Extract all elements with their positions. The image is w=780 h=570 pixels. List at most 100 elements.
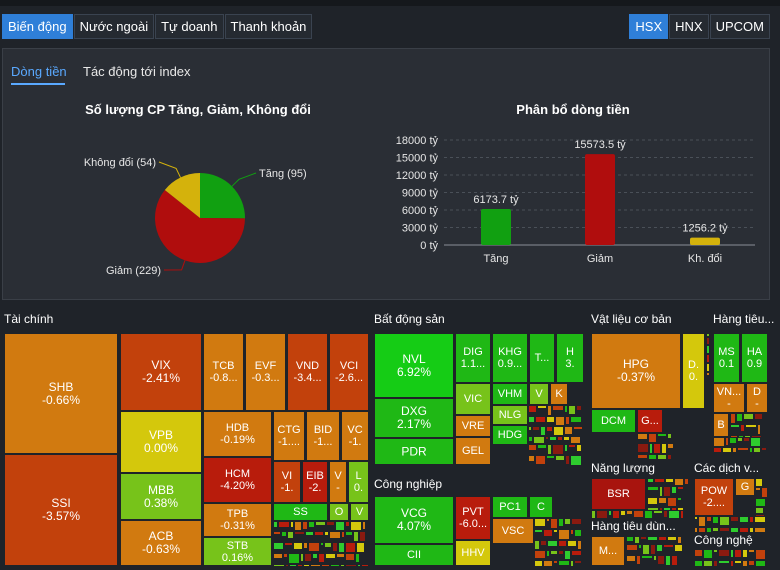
small-stock-tile[interactable] — [303, 542, 308, 549]
stock-cell-v2[interactable]: V — [350, 503, 369, 521]
small-stock-tile[interactable] — [553, 426, 564, 436]
small-stock-tile[interactable] — [534, 560, 543, 566]
small-stock-tile[interactable] — [549, 436, 557, 441]
small-stock-tile[interactable] — [547, 405, 552, 416]
small-stock-tile[interactable] — [671, 507, 677, 510]
small-stock-tile[interactable] — [653, 510, 663, 514]
small-stock-tile[interactable] — [540, 540, 547, 546]
stock-cell-ms[interactable]: MS 0.1 — [713, 333, 740, 383]
small-stock-tile[interactable] — [552, 444, 564, 455]
small-stock-tile[interactable] — [353, 531, 359, 542]
small-stock-tile[interactable] — [663, 510, 668, 518]
small-stock-tile[interactable] — [528, 426, 532, 431]
small-stock-tile[interactable] — [297, 564, 303, 566]
small-stock-tile[interactable] — [357, 564, 361, 566]
stock-cell-g2[interactable]: G — [735, 478, 755, 496]
small-stock-tile[interactable] — [300, 553, 304, 562]
small-stock-tile[interactable] — [552, 405, 564, 411]
stock-cell-vre[interactable]: VRE — [455, 415, 491, 437]
stock-cell-hdg[interactable]: HDG — [492, 425, 528, 445]
small-stock-tile[interactable] — [706, 372, 710, 376]
small-stock-tile[interactable] — [283, 553, 288, 558]
small-stock-tile[interactable] — [338, 542, 345, 553]
small-stock-tile[interactable] — [308, 521, 315, 528]
small-stock-tile[interactable] — [706, 354, 710, 363]
small-stock-tile[interactable] — [654, 478, 665, 483]
small-stock-tile[interactable] — [568, 405, 576, 415]
small-stock-tile[interactable] — [674, 478, 684, 486]
subtab-tac-dong[interactable]: Tác động tới index — [83, 64, 191, 79]
small-stock-tile[interactable] — [547, 540, 558, 547]
small-stock-tile[interactable] — [557, 436, 563, 441]
small-stock-tile[interactable] — [325, 553, 336, 559]
stock-cell-d2[interactable]: D- — [746, 383, 768, 413]
small-stock-tile[interactable] — [677, 507, 684, 510]
small-stock-tile[interactable] — [749, 447, 753, 452]
stock-cell-hcm[interactable]: HCM -4.20% — [203, 457, 272, 503]
small-stock-tile[interactable] — [574, 560, 582, 564]
stock-cell-ctg[interactable]: CTG -1.... — [273, 411, 305, 461]
stock-cell-hhv[interactable]: HHV — [455, 540, 491, 566]
small-stock-tile[interactable] — [546, 426, 553, 432]
small-stock-tile[interactable] — [663, 486, 671, 497]
small-stock-tile[interactable] — [706, 337, 710, 345]
small-stock-tile[interactable] — [674, 544, 683, 552]
bar-1[interactable] — [585, 154, 615, 245]
stock-cell-hpg[interactable]: HPG -0.37% — [591, 333, 681, 409]
small-stock-tile[interactable] — [744, 435, 751, 437]
small-stock-tile[interactable] — [637, 443, 649, 453]
small-stock-tile[interactable] — [640, 536, 647, 540]
small-stock-tile[interactable] — [362, 521, 366, 530]
small-stock-tile[interactable] — [528, 416, 535, 423]
small-stock-tile[interactable] — [303, 564, 310, 566]
small-stock-tile[interactable] — [555, 416, 565, 426]
small-stock-tile[interactable] — [667, 497, 677, 507]
small-stock-tile[interactable] — [671, 555, 678, 566]
small-stock-tile[interactable] — [596, 510, 608, 518]
small-stock-tile[interactable] — [755, 549, 766, 560]
stock-cell-ha[interactable]: HA 0.9 — [741, 333, 768, 383]
small-stock-tile[interactable] — [558, 540, 567, 547]
small-stock-tile[interactable] — [739, 527, 749, 532]
small-stock-tile[interactable] — [345, 521, 350, 527]
stock-cell-m[interactable]: M... — [591, 536, 625, 566]
small-stock-tile[interactable] — [534, 540, 540, 550]
small-stock-tile[interactable] — [647, 478, 654, 483]
small-stock-tile[interactable] — [712, 527, 719, 532]
bar-0[interactable] — [481, 208, 511, 245]
small-stock-tile[interactable] — [535, 455, 546, 465]
stock-cell-vsc[interactable]: VSC — [492, 518, 534, 544]
small-stock-tile[interactable] — [546, 455, 555, 459]
small-stock-tile[interactable] — [294, 531, 305, 535]
small-stock-tile[interactable] — [341, 531, 345, 538]
small-stock-tile[interactable] — [644, 510, 653, 518]
stock-cell-cii[interactable]: CII — [374, 544, 454, 566]
small-stock-tile[interactable] — [755, 514, 765, 516]
small-stock-tile[interactable] — [668, 510, 680, 518]
small-stock-tile[interactable] — [648, 433, 657, 443]
small-stock-tile[interactable] — [658, 497, 667, 504]
small-stock-tile[interactable] — [738, 435, 744, 437]
small-stock-tile[interactable] — [310, 564, 321, 566]
stock-cell-vc[interactable]: VC -1. — [341, 411, 369, 461]
stock-cell-hdb[interactable]: HDB -0.19% — [203, 411, 272, 457]
small-stock-tile[interactable] — [533, 436, 545, 444]
small-stock-tile[interactable] — [706, 527, 712, 532]
small-stock-tile[interactable] — [345, 553, 355, 561]
stock-cell-shb[interactable]: SHB -0.66% — [4, 333, 118, 454]
stock-cell-vn[interactable]: VN... - — [713, 383, 745, 413]
small-stock-tile[interactable] — [545, 436, 549, 440]
small-stock-tile[interactable] — [330, 564, 340, 566]
small-stock-tile[interactable] — [638, 544, 642, 549]
small-stock-tile[interactable] — [294, 521, 302, 531]
stock-cell-vhm[interactable]: VHM — [492, 383, 528, 405]
stock-cell-evf[interactable]: EVF -0.3... — [245, 333, 286, 411]
stock-cell-gel[interactable]: GEL — [455, 437, 491, 465]
small-stock-tile[interactable] — [748, 560, 755, 566]
small-stock-tile[interactable] — [718, 560, 730, 564]
small-stock-tile[interactable] — [730, 560, 734, 566]
small-stock-tile[interactable] — [641, 555, 653, 559]
stock-cell-d[interactable]: D. 0. — [682, 333, 705, 409]
small-stock-tile[interactable] — [591, 510, 596, 518]
small-stock-tile[interactable] — [324, 542, 332, 548]
